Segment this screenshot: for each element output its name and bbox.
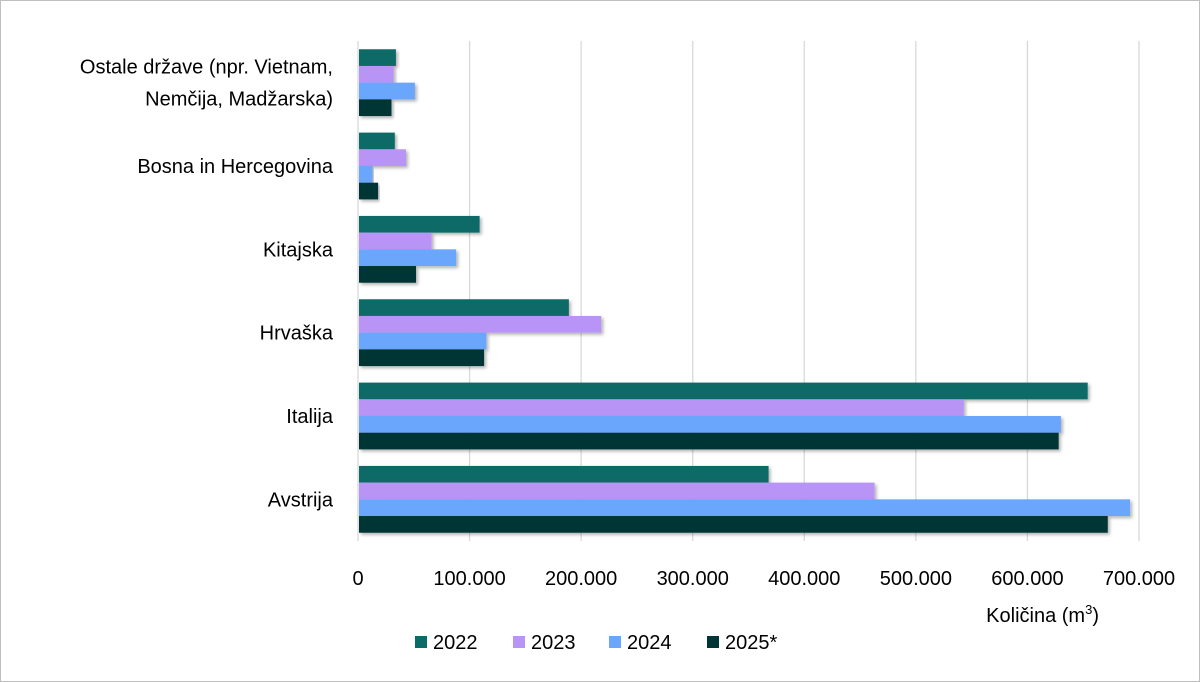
- x-tick-label: 500.000: [880, 568, 952, 590]
- x-axis-title-text: Količina (m: [986, 605, 1085, 627]
- bar: [359, 315, 602, 333]
- bar: [359, 432, 1059, 450]
- bar: [359, 65, 394, 83]
- bar: [359, 182, 379, 200]
- bar: [359, 482, 875, 500]
- x-tick-label: 200.000: [545, 568, 617, 590]
- category-label: Italija: [286, 406, 334, 428]
- bar: [359, 99, 392, 117]
- bar: [359, 416, 1061, 433]
- legend-swatch: [707, 636, 719, 648]
- bar: [359, 249, 457, 267]
- x-tick-label: 300.000: [657, 568, 729, 590]
- bar: [359, 499, 1131, 517]
- category-label: Nemčija, Madžarska): [145, 89, 333, 111]
- legend-label: 2024: [627, 632, 672, 654]
- x-tick-label: 100.000: [433, 568, 505, 590]
- bar: [359, 232, 432, 250]
- category-label: Ostale države (npr. Vietnam,: [80, 57, 333, 79]
- legend-swatch: [609, 636, 621, 648]
- x-axis-title: Količina (m3): [986, 602, 1099, 627]
- bar: [359, 132, 395, 150]
- bar: [359, 349, 485, 367]
- bar: [359, 382, 1088, 400]
- legend-swatch: [513, 636, 525, 648]
- category-label: Kitajska: [263, 239, 334, 261]
- bar: [359, 82, 415, 100]
- bar: [359, 465, 769, 483]
- legend-label: 2022: [433, 632, 478, 654]
- bar: [359, 399, 964, 416]
- x-axis-title-end: ): [1092, 605, 1099, 627]
- x-tick-label: 700.000: [1103, 568, 1175, 590]
- category-label: Avstrija: [268, 489, 334, 511]
- legend-swatch: [415, 636, 427, 648]
- bar: [359, 215, 480, 233]
- category-label: Hrvaška: [260, 323, 334, 345]
- bar: [359, 166, 373, 183]
- bar: [359, 299, 569, 316]
- x-axis-title-sup: 3: [1085, 602, 1092, 617]
- bar: [359, 332, 487, 350]
- category-label: Bosna in Hercegovina: [137, 156, 334, 178]
- legend-label: 2023: [531, 632, 576, 654]
- bar: [359, 149, 406, 166]
- bar: [359, 49, 396, 66]
- x-tick-label: 400.000: [768, 568, 840, 590]
- bar: [359, 516, 1108, 533]
- x-tick-label: 600.000: [991, 568, 1063, 590]
- x-tick-label: 0: [352, 568, 363, 590]
- bar: [359, 266, 417, 283]
- legend-label: 2025*: [725, 632, 777, 654]
